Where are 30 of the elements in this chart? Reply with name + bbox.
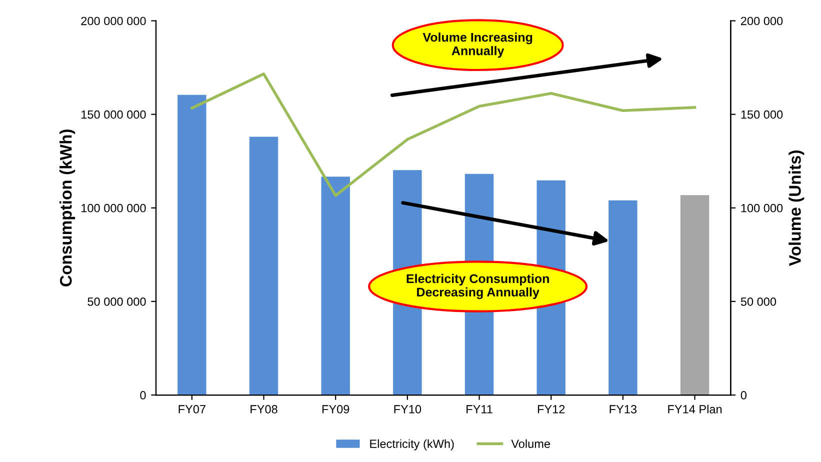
bar [249, 136, 278, 396]
x-tick-label: FY07 [178, 405, 206, 414]
x-tick-label: FY13 [610, 405, 637, 414]
x-tick-label: FY12 [538, 405, 565, 414]
y-tick-label: 200 000 000 [81, 16, 146, 26]
annotation: Electricity Consumption Decreasing Annually [406, 274, 549, 300]
y-tick-label: 100 000 000 [82, 204, 146, 212]
x-tick-label: FY09 [322, 405, 350, 414]
x-tick-label: FY11 [466, 405, 492, 414]
legend-label: Volume [511, 439, 550, 448]
bar [608, 200, 638, 396]
y-axis-title: Consumption (kWh) [60, 130, 76, 286]
y2-axis-title: Volume (Units) [788, 150, 804, 266]
y-tick-label: 0 [140, 391, 146, 400]
bar [178, 94, 206, 396]
y2-tick-label: 150 000 [741, 110, 783, 119]
annotation: Volume Increasing Annually [422, 32, 532, 58]
legend-label: Electricity (kWh) [370, 439, 454, 450]
y2-tick-label: 200 000 [741, 16, 783, 26]
x-tick-label: FY14 Plan [668, 404, 722, 414]
bar [680, 195, 710, 396]
line-series [190, 72, 696, 197]
x-tick-label: FY10 [394, 405, 422, 414]
bar [321, 176, 350, 396]
y2-tick-label: 100 000 [741, 204, 783, 212]
y-tick-label: 50 000 000 [88, 297, 146, 306]
y-tick-label: 150 000 000 [82, 110, 146, 119]
x-tick-label: FY08 [250, 405, 278, 414]
y2-tick-label: 0 [740, 391, 747, 400]
y2-tick-label: 50 000 [740, 297, 776, 306]
